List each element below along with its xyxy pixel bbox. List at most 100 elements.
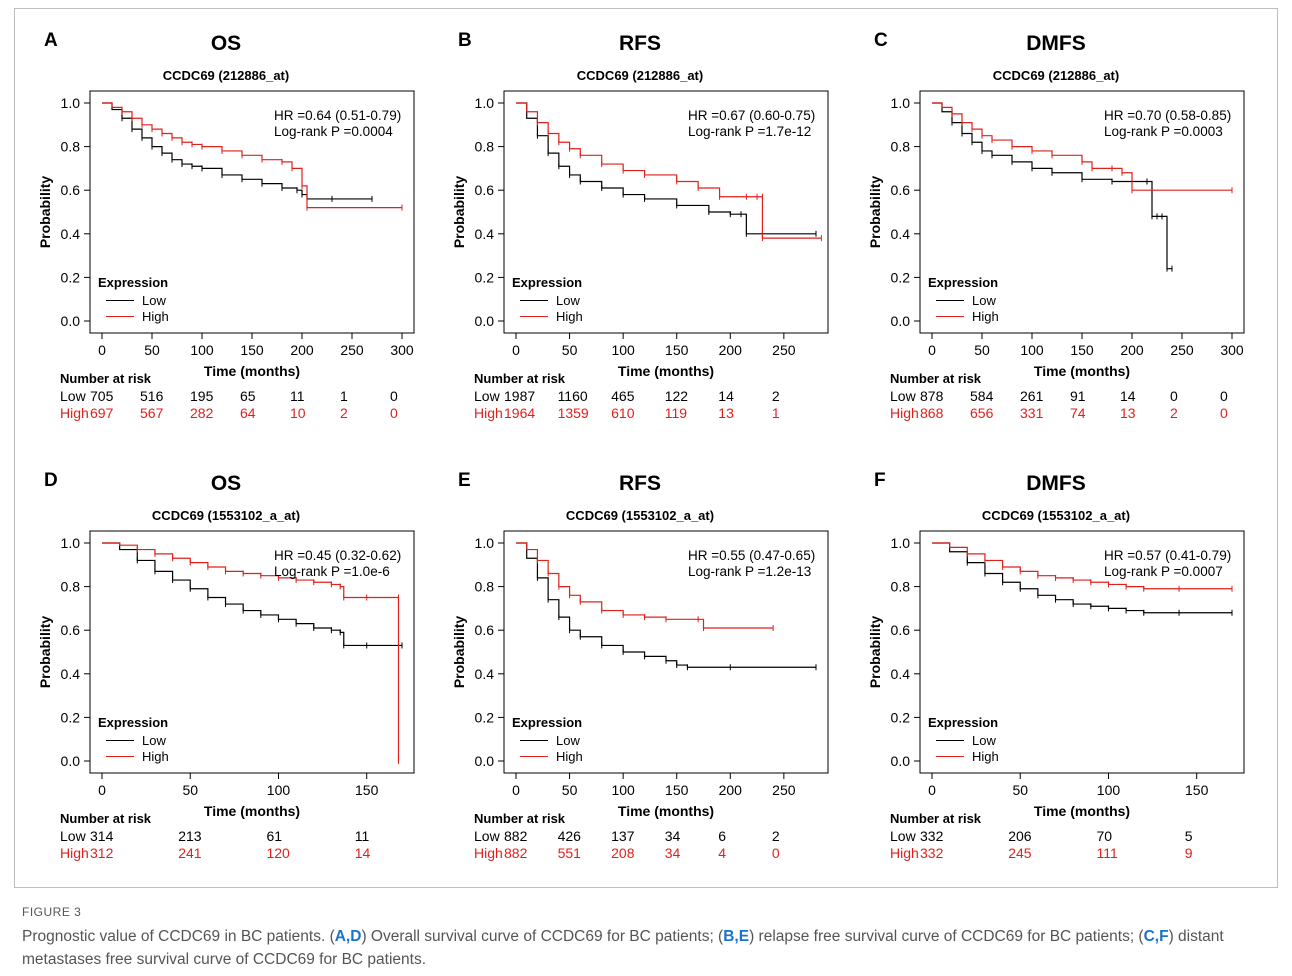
caption-text: Prognostic value of CCDC69 in BC patient… (22, 925, 1272, 971)
risk-count: 245 (1008, 845, 1032, 861)
caption-panel-ref[interactable]: A,D (334, 928, 362, 945)
risk-count: 5 (1184, 828, 1193, 844)
caption-panel-ref[interactable]: C,F (1143, 928, 1169, 945)
legend-item-high: High (106, 309, 169, 324)
caption-panel-ref[interactable]: B,E (723, 928, 750, 945)
risk-count: 331 (1020, 405, 1044, 421)
risk-count: 11 (354, 828, 370, 844)
x-axis-label: Time (months) (1034, 803, 1130, 819)
risk-count: 0 (390, 388, 398, 404)
censor-marks-high (121, 108, 403, 211)
x-tick-label: 200 (290, 342, 314, 358)
y-tick-label: 0.2 (61, 709, 81, 725)
risk-row-low: Low 1987 1160 465 122 14 2 (430, 388, 850, 405)
legend-title: Expression (512, 275, 583, 290)
risk-count: 551 (557, 845, 581, 861)
x-tick-label: 100 (611, 782, 635, 798)
risk-row-high: High 1964 1359 610 119 13 1 (430, 405, 850, 422)
legend-label: Low (142, 293, 166, 308)
risk-table-title: Number at risk (474, 811, 566, 826)
legend-swatch (520, 316, 548, 317)
legend-item-high: High (520, 749, 583, 764)
risk-row-low: Low 882 426 137 34 6 2 (430, 828, 850, 845)
risk-count: 1987 (504, 388, 536, 404)
x-tick-label: 100 (267, 782, 291, 798)
legend-label: Low (972, 733, 996, 748)
risk-count: 261 (1020, 388, 1044, 404)
hr-text: HR =0.67 (0.60-0.75) (688, 108, 816, 123)
y-tick-label: 0.4 (61, 666, 81, 682)
y-tick-label: 0.2 (891, 269, 911, 285)
risk-count: 1 (771, 405, 780, 421)
y-tick-label: 0.8 (891, 579, 911, 595)
x-tick-label: 0 (512, 782, 520, 798)
risk-count: 2 (771, 388, 780, 404)
x-tick-label: 100 (611, 342, 635, 358)
x-tick-label: 200 (1120, 342, 1144, 358)
panel-letter: B (458, 30, 472, 51)
risk-count: 4 (718, 845, 727, 861)
chart-title: OS (210, 472, 242, 495)
x-tick-label: 0 (928, 782, 936, 798)
x-tick-label: 250 (340, 342, 364, 358)
x-tick-label: 150 (240, 342, 264, 358)
risk-count: 465 (611, 388, 635, 404)
legend-item-low: Low (106, 293, 166, 308)
y-tick-label: 0.2 (475, 269, 495, 285)
risk-row-label: Low (474, 828, 500, 844)
x-tick-label: 100 (190, 342, 214, 358)
y-tick-label: 0.4 (891, 226, 911, 242)
risk-table-title: Number at risk (890, 371, 982, 386)
figure-frame (14, 8, 1278, 888)
x-axis-label: Time (months) (618, 803, 714, 819)
x-axis-label: Time (months) (618, 363, 714, 379)
risk-count: 1 (340, 388, 348, 404)
y-tick-label: 0.4 (475, 666, 495, 682)
y-axis-label: Probability (37, 176, 53, 249)
legend-label: Low (556, 293, 580, 308)
y-axis-label: Probability (451, 176, 467, 249)
risk-count: 206 (1008, 828, 1032, 844)
chart-subtitle: CCDC69 (1553102_a_at) (151, 508, 301, 523)
legend-label: High (142, 309, 169, 324)
y-tick-label: 0.8 (61, 579, 81, 595)
chart-title: DMFS (1026, 32, 1086, 55)
risk-count: 13 (1120, 405, 1136, 421)
legend-label: High (142, 749, 169, 764)
km-plot: 0.0 0.2 0.4 0.6 0.8 1.0 0 50 100 150 Time (months)… (37, 530, 415, 819)
chart-title: RFS (619, 32, 661, 55)
legend-swatch (520, 756, 548, 757)
risk-count: 878 (920, 388, 944, 404)
legend-item-high: High (936, 309, 999, 324)
chart-subtitle: CCDC69 (1553102_a_at) (981, 508, 1131, 523)
risk-row-label: Low (890, 388, 916, 404)
chart-subtitle: CCDC69 (212886_at) (162, 68, 290, 83)
logrank-text: Log-rank P =0.0004 (274, 124, 393, 139)
risk-row-low: Low 878 584 261 91 14 0 0 (846, 388, 1266, 405)
censor-marks-high (966, 550, 1233, 592)
legend-swatch (936, 756, 964, 757)
x-tick-label: 50 (562, 782, 578, 798)
censor-marks-low (136, 557, 403, 649)
x-tick-label: 0 (928, 342, 936, 358)
km-plot: 0.0 0.2 0.4 0.6 0.8 1.0 0 50 100 150 200 250 300 Time… (37, 90, 415, 379)
risk-count: 426 (557, 828, 581, 844)
x-tick-label: 250 (772, 782, 796, 798)
risk-count: 34 (664, 845, 681, 861)
risk-table-title: Number at risk (474, 371, 566, 386)
y-tick-label: 1.0 (891, 95, 911, 111)
chart-panel-b: B RFS CCDC69 (212886_at) 0.0 0.2 0.4 0.6 0.8 1.0… (430, 8, 850, 448)
risk-row-low: Low 314 213 61 11 (16, 828, 436, 845)
x-tick-label: 100 (1097, 782, 1121, 798)
risk-count: 10 (290, 405, 306, 421)
y-tick-label: 0.4 (61, 226, 81, 242)
risk-row-label: Low (60, 828, 86, 844)
risk-row-label: High (890, 845, 919, 861)
legend-title: Expression (98, 715, 169, 730)
risk-count: 14 (1120, 388, 1136, 404)
x-tick-label: 200 (719, 782, 743, 798)
risk-count: 567 (140, 405, 164, 421)
risk-count: 11 (290, 388, 305, 404)
y-tick-label: 1.0 (61, 95, 81, 111)
risk-count: 195 (190, 388, 214, 404)
